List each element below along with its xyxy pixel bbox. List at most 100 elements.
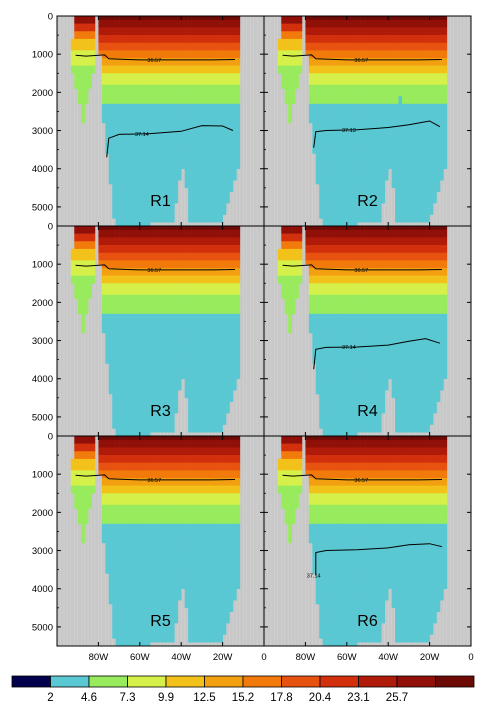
field-cell bbox=[212, 195, 216, 200]
field-cell bbox=[370, 172, 375, 177]
field-cell bbox=[163, 145, 168, 150]
field-cell bbox=[339, 103, 344, 108]
field-cell bbox=[215, 122, 220, 128]
field-cell bbox=[336, 172, 341, 177]
field-cell bbox=[150, 42, 154, 47]
field-cell bbox=[322, 31, 327, 36]
field-cell bbox=[312, 54, 317, 59]
field-cell bbox=[360, 210, 365, 215]
field-cell bbox=[74, 58, 78, 63]
field-cell bbox=[439, 126, 444, 131]
field-cell bbox=[415, 119, 420, 124]
field-cell bbox=[374, 31, 379, 36]
field-cell bbox=[408, 149, 413, 154]
field-cell bbox=[229, 92, 234, 97]
field-cell bbox=[115, 58, 120, 63]
field-cell bbox=[391, 27, 396, 32]
field-cell bbox=[412, 199, 417, 204]
field-cell bbox=[346, 172, 351, 177]
field-cell bbox=[170, 195, 175, 200]
field-cell bbox=[326, 157, 330, 162]
field-cell bbox=[205, 145, 210, 150]
field-cell bbox=[357, 161, 361, 166]
field-cell bbox=[122, 96, 127, 101]
field-cell bbox=[163, 92, 168, 97]
field-cell bbox=[339, 23, 344, 28]
field-cell bbox=[170, 80, 175, 86]
field-cell bbox=[84, 77, 89, 82]
field-cell bbox=[139, 19, 144, 24]
field-cell bbox=[212, 126, 216, 131]
field-cell bbox=[191, 100, 196, 105]
field-cell bbox=[377, 77, 382, 82]
field-cell bbox=[108, 374, 113, 380]
field-cell bbox=[415, 134, 420, 139]
field-cell bbox=[184, 176, 189, 181]
field-cell bbox=[115, 153, 120, 158]
field-cell bbox=[119, 19, 123, 24]
field-cell bbox=[88, 65, 92, 70]
field-cell bbox=[429, 199, 434, 204]
field-cell bbox=[377, 35, 382, 40]
field-cell bbox=[160, 73, 165, 78]
field-cell bbox=[108, 103, 113, 108]
field-cell bbox=[226, 130, 230, 135]
field-cell bbox=[415, 84, 420, 89]
field-cell bbox=[105, 19, 110, 24]
field-cell bbox=[426, 187, 430, 192]
field-cell bbox=[298, 16, 303, 21]
field-cell bbox=[119, 172, 123, 177]
field-cell bbox=[219, 206, 223, 212]
field-cell bbox=[132, 134, 137, 139]
field-cell bbox=[91, 252, 96, 257]
field-cell bbox=[391, 130, 396, 135]
field-cell bbox=[184, 73, 189, 78]
field-cell bbox=[191, 210, 196, 215]
field-cell bbox=[212, 38, 216, 44]
field-cell bbox=[129, 96, 134, 101]
field-cell bbox=[195, 50, 199, 55]
field-cell bbox=[115, 226, 120, 231]
field-cell bbox=[443, 100, 448, 105]
field-cell bbox=[350, 84, 354, 89]
field-cell bbox=[353, 145, 358, 150]
field-cell bbox=[412, 84, 417, 89]
field-cell bbox=[419, 31, 423, 36]
field-cell bbox=[146, 126, 151, 131]
field-cell bbox=[122, 172, 127, 177]
field-cell bbox=[112, 187, 116, 192]
field-cell bbox=[374, 153, 379, 158]
field-cell bbox=[191, 50, 196, 55]
field-cell bbox=[143, 187, 147, 192]
field-cell bbox=[105, 241, 110, 246]
field-cell bbox=[195, 46, 199, 51]
field-cell bbox=[433, 23, 437, 28]
field-cell bbox=[402, 61, 406, 66]
field-cell bbox=[308, 107, 313, 112]
field-cell bbox=[350, 38, 354, 44]
field-cell bbox=[201, 80, 206, 86]
field-cell bbox=[74, 61, 78, 66]
field-cell bbox=[105, 69, 110, 74]
field-cell bbox=[181, 65, 185, 70]
field-cell bbox=[291, 80, 296, 86]
field-cell bbox=[433, 191, 437, 196]
field-cell bbox=[322, 149, 327, 154]
field-cell bbox=[402, 149, 406, 154]
field-cell bbox=[105, 92, 110, 97]
field-cell bbox=[426, 164, 430, 170]
field-cell bbox=[419, 203, 423, 208]
field-cell bbox=[422, 16, 427, 21]
field-cell bbox=[384, 130, 389, 135]
field-cell bbox=[315, 96, 320, 101]
field-cell bbox=[429, 16, 434, 21]
field-cell bbox=[439, 122, 444, 128]
field-cell bbox=[146, 69, 151, 74]
field-cell bbox=[88, 16, 92, 21]
field-cell bbox=[101, 88, 106, 93]
field-cell bbox=[105, 61, 110, 66]
field-cell bbox=[153, 111, 158, 116]
field-cell bbox=[370, 77, 375, 82]
field-cell bbox=[108, 359, 113, 364]
field-cell bbox=[191, 73, 196, 78]
